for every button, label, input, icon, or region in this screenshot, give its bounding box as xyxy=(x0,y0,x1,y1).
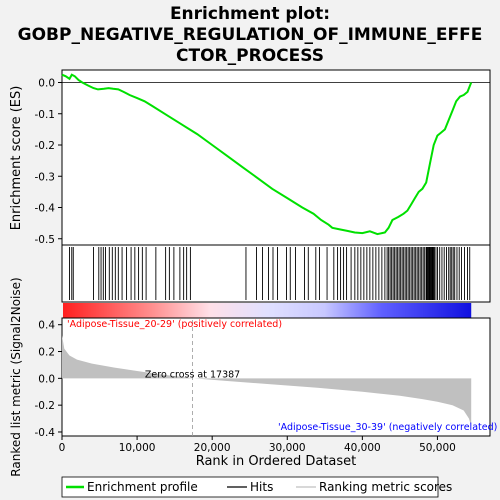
x-tick-label: 0 xyxy=(59,442,66,454)
es-y-tick-label: -0.2 xyxy=(35,140,56,152)
x-axis: 0 10,000 20,000 30,000 40,000 50,000 xyxy=(59,436,456,454)
es-y-tick-label: -0.4 xyxy=(35,203,56,215)
negative-correlation-label: 'Adipose-Tissue_30-39' (negatively corre… xyxy=(278,422,497,433)
x-tick-label: 40,000 xyxy=(344,442,381,454)
legend-label: Ranking metric scores xyxy=(319,480,452,494)
rank-y-tick-label: 0.4 xyxy=(38,320,55,332)
positive-correlation-label: 'Adipose-Tissue_20-29' (positively corre… xyxy=(67,319,282,330)
rank-y-tick-label: -0.2 xyxy=(35,400,56,412)
x-tick-label: 20,000 xyxy=(194,442,231,454)
title-line: Enrichment plot: xyxy=(170,4,330,24)
x-tick-label: 30,000 xyxy=(269,442,306,454)
legend-box xyxy=(61,476,439,498)
es-y-tick-label: 0.0 xyxy=(38,78,55,90)
x-axis-label: Rank in Ordered Dataset xyxy=(196,454,357,469)
es-y-tick-label: -0.3 xyxy=(35,171,56,183)
es-y-tick-label: -0.1 xyxy=(35,109,56,121)
es-y-axis-label: Enrichment score (ES) xyxy=(9,86,24,231)
es-y-axis: 0.0 -0.1 -0.2 -0.3 -0.4 -0.5 xyxy=(35,78,62,246)
legend-label: Hits xyxy=(250,480,273,494)
legend-label: Enrichment profile xyxy=(87,480,198,494)
rank-y-axis: 0.4 0.2 0.0 -0.2 -0.4 xyxy=(35,320,62,439)
ranking-metric-area xyxy=(62,335,472,427)
rank-y-tick-label: 0.2 xyxy=(38,347,55,359)
rank-color-bar xyxy=(63,303,472,318)
x-tick-label: 50,000 xyxy=(419,442,456,454)
es-panel-frame xyxy=(61,69,491,246)
enrichment-profile-line xyxy=(61,73,473,236)
legend: Enrichment profile Hits Ranking metric sco… xyxy=(61,476,452,498)
hit-markers xyxy=(69,247,471,300)
es-y-tick-label: -0.5 xyxy=(35,234,56,246)
rank-y-axis-label: Ranked list metric (Signal2Noise) xyxy=(9,277,23,476)
chart-title: Enrichment plot:GOBP_NEGATIVE_REGULATION… xyxy=(18,4,483,66)
zero-cross-label: Zero cross at 17387 xyxy=(145,369,240,380)
title-line: GOBP_NEGATIVE_REGULATION_OF_IMMUNE_EFFE xyxy=(18,25,483,45)
rank-y-tick-label: 0.0 xyxy=(38,373,55,385)
rank-y-tick-label: -0.4 xyxy=(35,427,56,439)
x-tick-label: 10,000 xyxy=(119,442,156,454)
title-line: CTOR_PROCESS xyxy=(176,46,324,66)
